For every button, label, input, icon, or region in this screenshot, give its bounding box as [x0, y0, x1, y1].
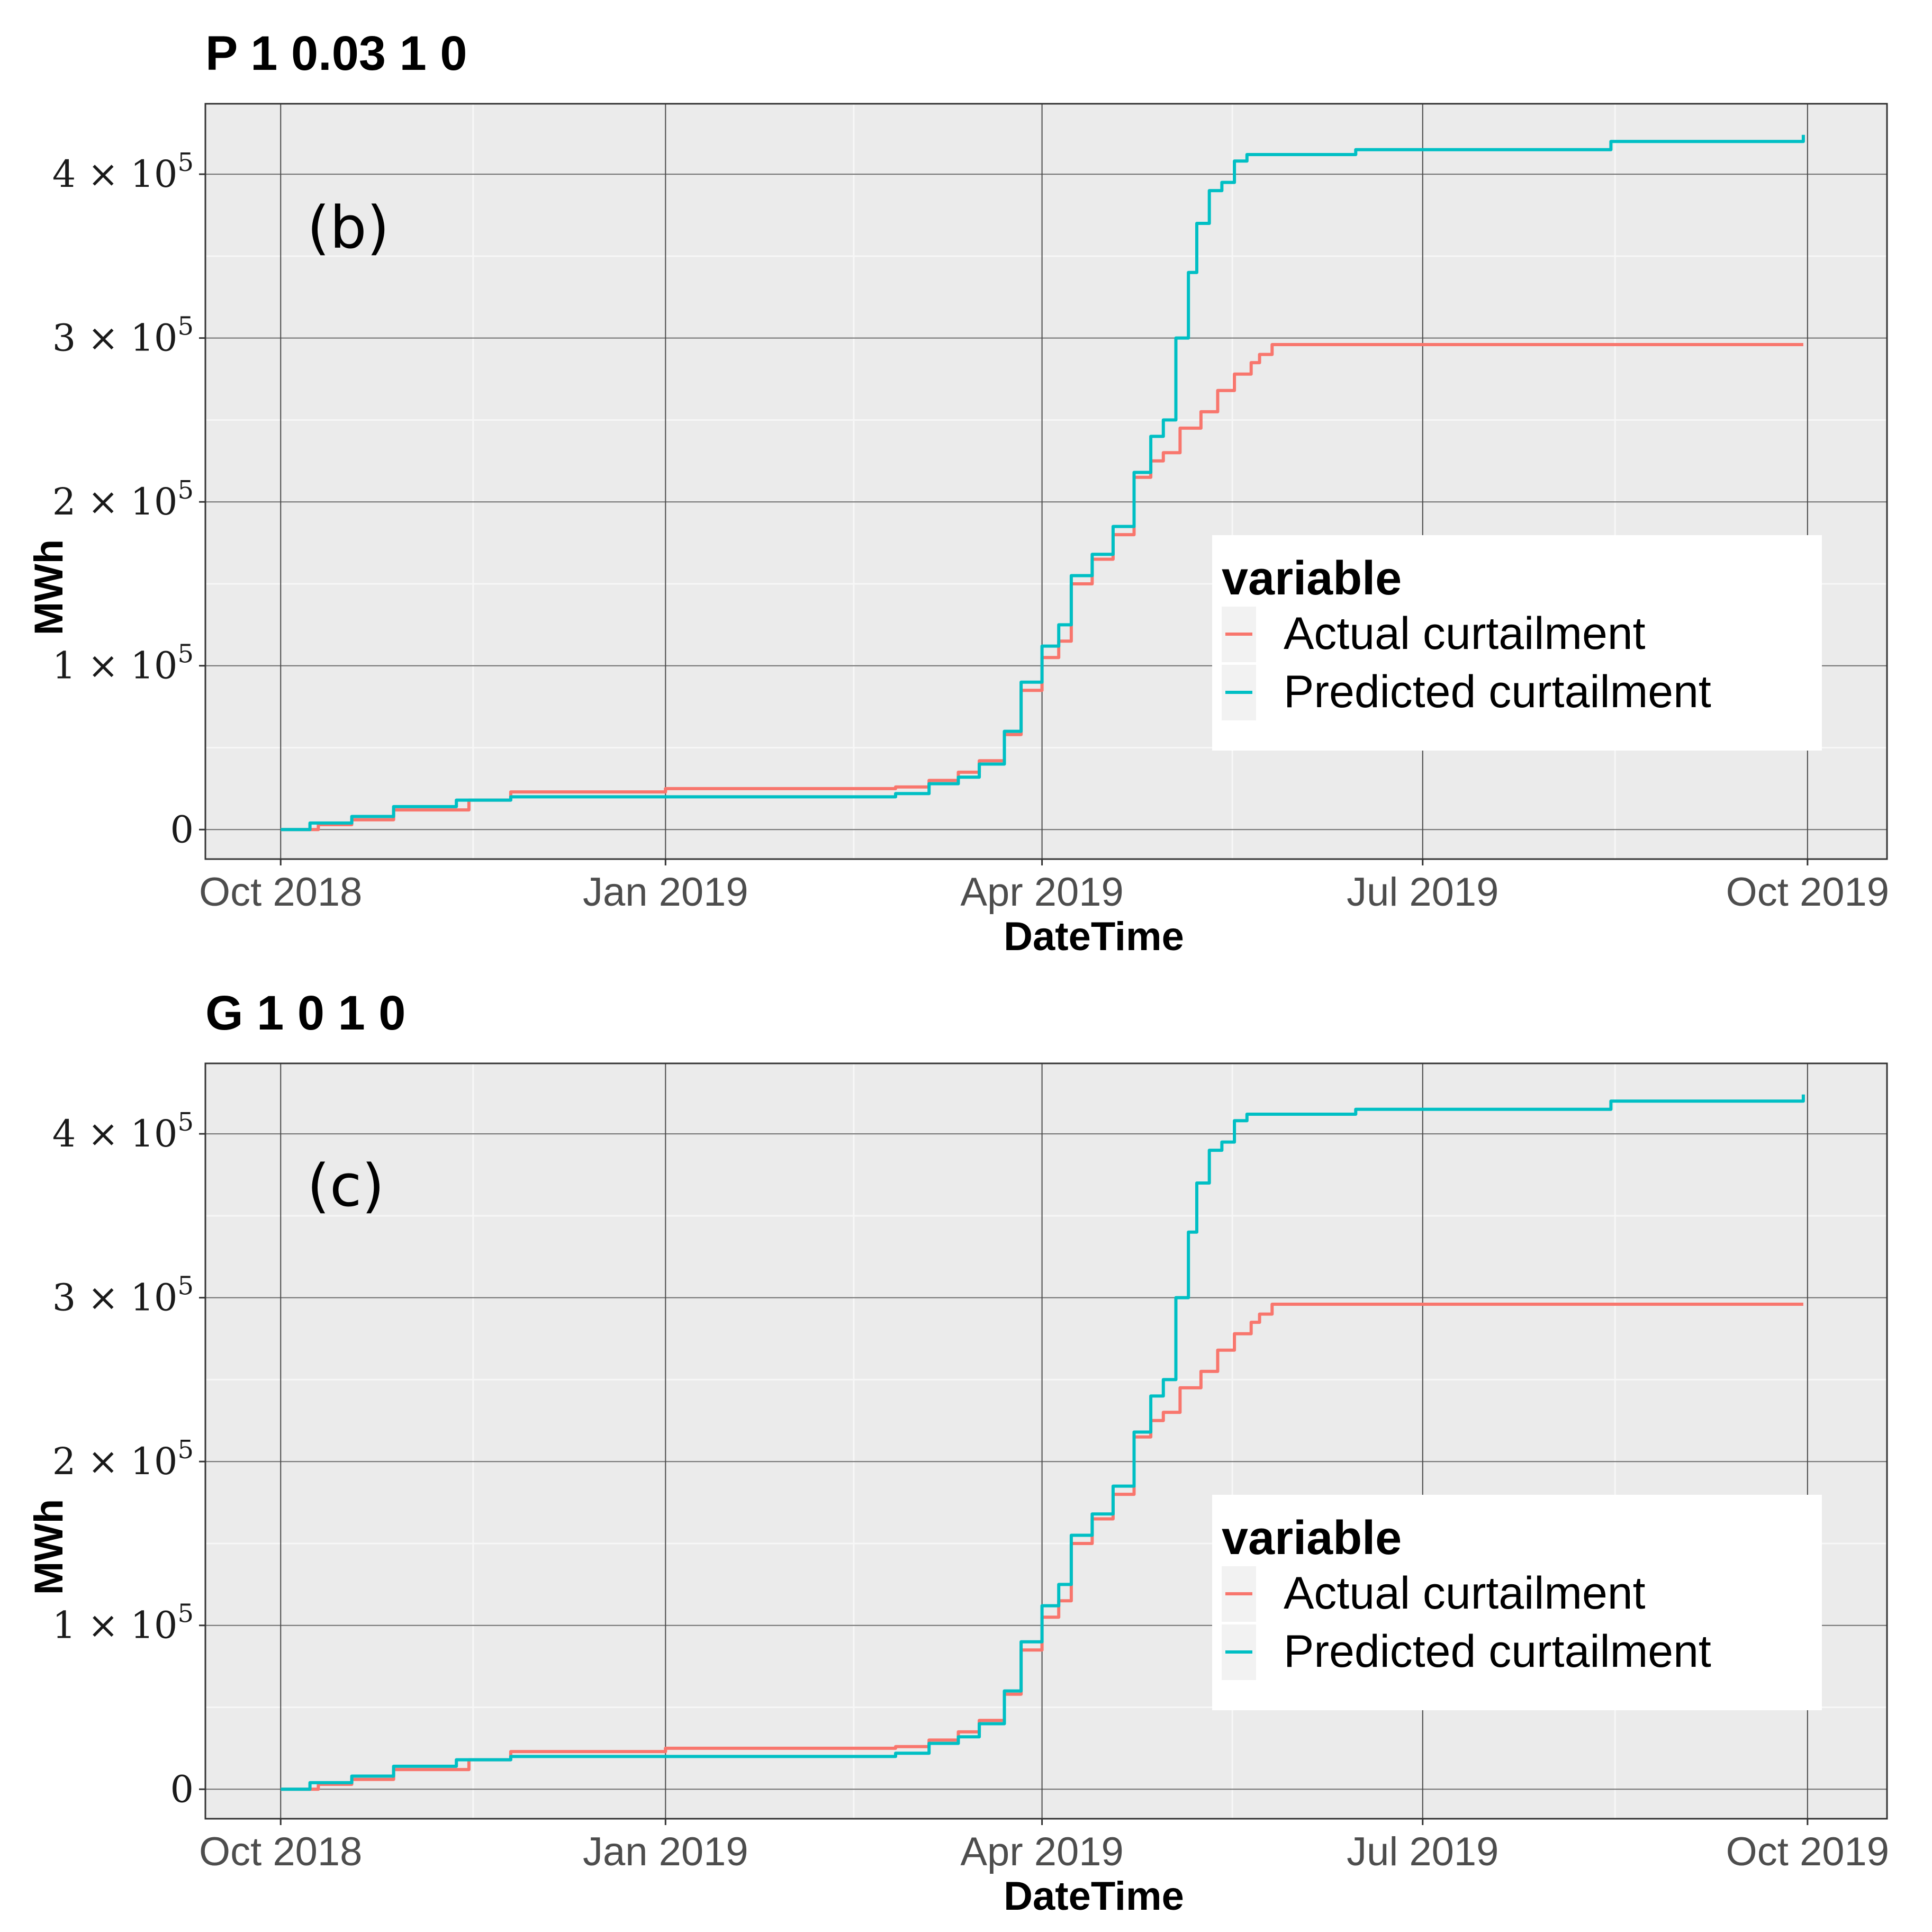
x-tick-label: Oct 2019	[1726, 870, 1889, 915]
y-tick-label: 1 × 105	[52, 1599, 194, 1647]
x-tick-label: Jul 2019	[1347, 870, 1498, 915]
y-tick-label: 0	[170, 808, 194, 851]
panel-border	[204, 1062, 1888, 1820]
legend-label-predicted: Predicted curtailment	[1284, 1626, 1711, 1677]
legend-title: variable	[1222, 552, 1402, 605]
x-axis-label: DateTime	[1004, 1874, 1184, 1919]
legend-label-actual: Actual curtailment	[1284, 608, 1646, 659]
y-tick-label: 3 × 105	[52, 312, 194, 360]
x-tick-label: Apr 2019	[960, 870, 1123, 915]
series-line-predicted	[281, 1094, 1805, 1791]
y-tick-label: 2 × 105	[52, 1435, 194, 1483]
series-line-predicted	[281, 134, 1805, 832]
panel-border	[204, 103, 1888, 860]
plot-area	[205, 104, 1887, 859]
y-tick-label: 2 × 105	[52, 475, 194, 523]
y-tick-label: 0	[170, 1767, 194, 1811]
legend-box	[1212, 535, 1822, 751]
x-tick-label: Apr 2019	[960, 1829, 1123, 1874]
chart-title: P 1 0.03 1 0	[205, 26, 467, 80]
panel-annotation: (c)	[307, 1152, 384, 1220]
x-tick-label: Jan 2019	[583, 1829, 748, 1874]
x-tick-label: Oct 2018	[199, 1829, 362, 1874]
chart-panel-0: P 1 0.03 1 0 (b) 0 1 × 105 2 × 105 3 × 105 4 ×…	[26, 26, 1889, 959]
y-axis-label: MWh	[26, 1499, 71, 1595]
y-axis-label: MWh	[26, 539, 71, 635]
legend-box	[1212, 1495, 1822, 1710]
x-tick-label: Oct 2018	[199, 870, 362, 915]
legend-label-predicted: Predicted curtailment	[1284, 666, 1711, 717]
legend-label-actual: Actual curtailment	[1284, 1568, 1646, 1619]
panel-annotation: (b)	[307, 194, 390, 261]
x-tick-label: Oct 2019	[1726, 1829, 1889, 1874]
y-tick-label: 3 × 105	[52, 1271, 194, 1320]
y-tick-label: 4 × 105	[52, 1107, 194, 1155]
chart-panel-1: G 1 0 1 0 (c) 0 1 × 105 2 × 105 3 × 105 4 × 10…	[26, 986, 1889, 1919]
legend-title: variable	[1222, 1512, 1402, 1565]
y-tick-label: 1 × 105	[52, 639, 194, 688]
chart-title: G 1 0 1 0	[205, 986, 405, 1040]
y-tick-label: 4 × 105	[52, 148, 194, 196]
x-axis-label: DateTime	[1004, 914, 1184, 959]
x-tick-label: Jan 2019	[583, 870, 748, 915]
x-tick-label: Jul 2019	[1347, 1829, 1498, 1874]
